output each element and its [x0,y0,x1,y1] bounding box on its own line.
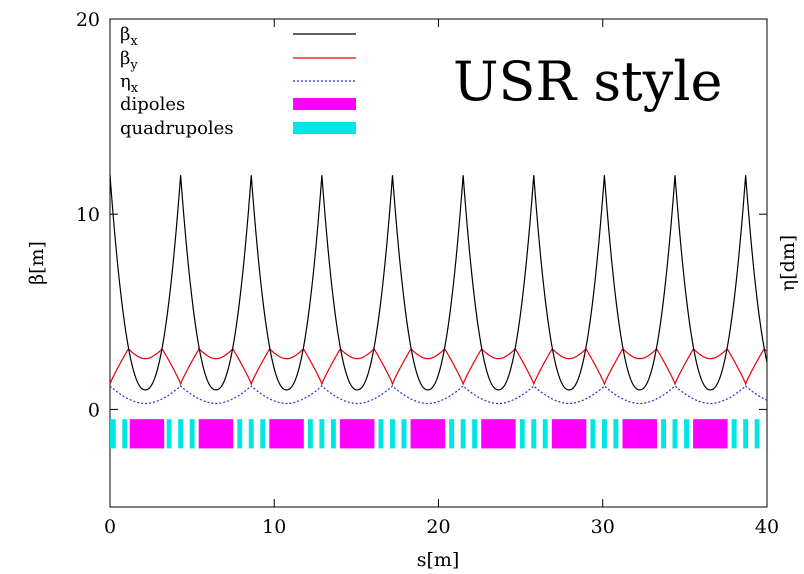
quadrupole-block [330,419,336,449]
quadrupole-block [601,419,607,449]
legend-label: ηx [120,71,139,96]
y2-axis-label: η[dm] [777,235,799,291]
beta-x-line [109,175,768,391]
legend-swatch [293,98,356,110]
dipole-block [481,419,516,449]
quadrupole-block [178,419,184,449]
y-tick-label: 10 [76,204,100,226]
legend-label: dipoles [120,94,185,115]
x-tick-label: 30 [591,516,615,538]
x-tick-label: 0 [104,516,116,538]
quadrupole-block [590,419,596,449]
quadrupole-block [189,419,195,449]
quadrupole-block [307,419,313,449]
dipole-block [551,419,587,449]
quadrupole-block [531,419,537,449]
quadrupole-block [731,419,737,449]
quadrupole-block [319,419,325,449]
beta-y-line [109,348,768,386]
chart-title: USR style [453,50,722,113]
legend-label: βy [120,48,138,73]
quadrupole-block [378,419,384,449]
x-axis-label: s[m] [417,549,460,571]
quadrupole-block [401,419,407,449]
x-tick-label: 20 [426,516,450,538]
x-tick-label: 40 [755,516,779,538]
dipole-block [693,419,728,449]
quadrupole-block [390,419,395,449]
eta-x-line [109,385,768,405]
quadrupole-block [754,419,760,449]
lattice-elements [110,419,760,449]
optics-curves [109,175,768,405]
y-tick-label: 0 [88,399,100,421]
legend-label-subscript: x [131,81,139,96]
legend-label: quadrupoles [120,118,234,139]
x-tick-label: 10 [262,516,286,538]
quadrupole-block [672,419,678,449]
quadrupole-block [684,419,689,449]
legend-swatch [293,122,356,134]
quadrupole-block [542,419,548,449]
y-tick-label: 20 [76,9,100,31]
axis-ticks: 0 10 20 30 40 0 10 20 [76,9,779,538]
dipole-block [339,419,375,449]
quadrupole-block [237,419,243,449]
quadrupole-block [122,419,128,449]
y-axis-label: β[m] [26,241,48,285]
quadrupole-block [519,419,525,449]
quadrupole-block [472,419,478,449]
quadrupole-block [110,419,116,449]
dipole-block [269,419,304,449]
quadrupole-block [460,419,466,449]
quadrupole-block [743,419,749,449]
dipole-block [410,419,446,449]
legend-label-subscript: y [129,58,138,73]
quadrupole-block [449,419,455,449]
quadrupole-block [248,419,254,449]
legend-label-subscript: x [130,34,138,49]
quadrupole-block [661,419,666,449]
dipole-block [622,419,657,449]
quadrupole-block [613,419,619,449]
dipole-block [198,419,234,449]
legend-label: βx [120,24,138,49]
quadrupole-block [260,419,266,449]
dipole-block [129,419,165,449]
quadrupole-block [166,419,172,449]
